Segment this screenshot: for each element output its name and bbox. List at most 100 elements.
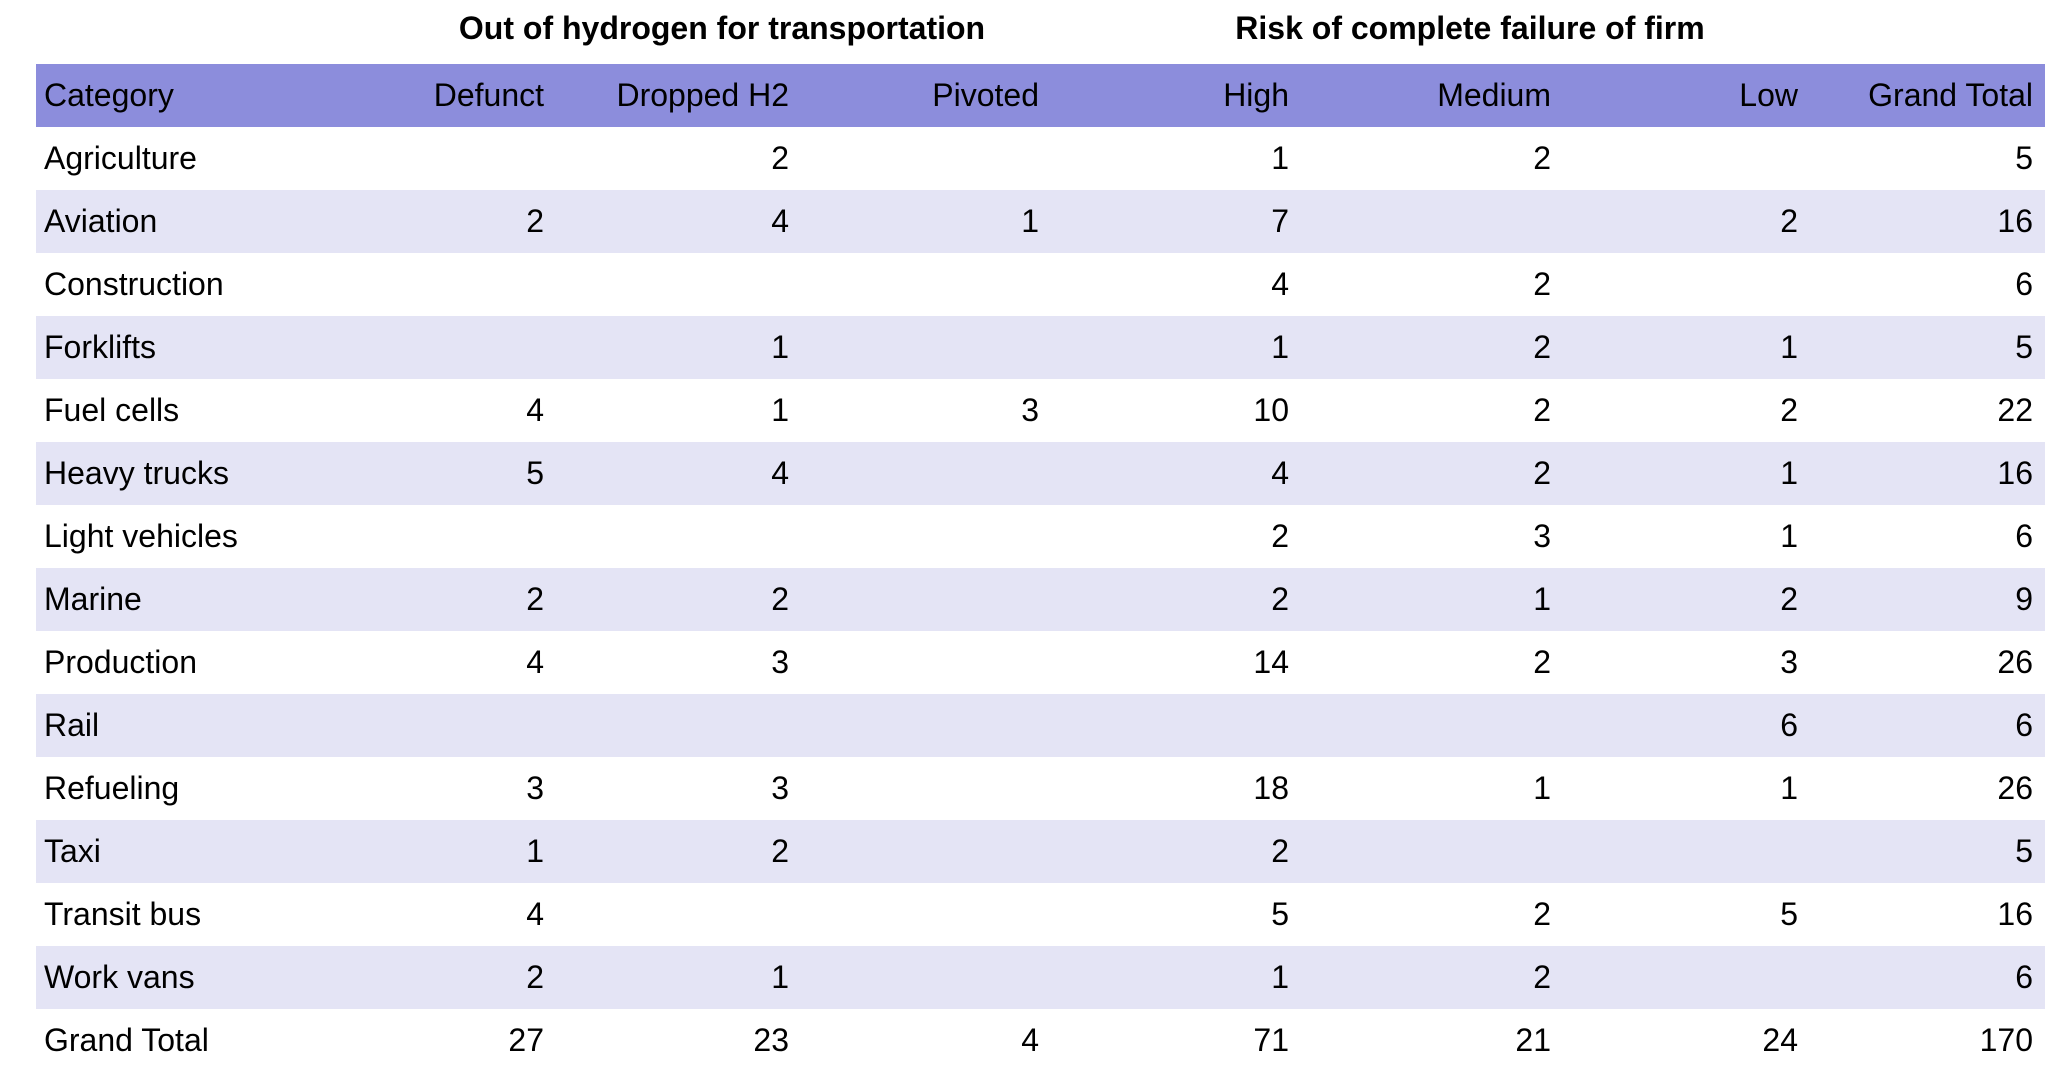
- table-cell: 24: [1762, 1022, 1798, 1058]
- table-cell: 4: [526, 644, 544, 680]
- column-header-category: Category: [44, 77, 174, 113]
- table-cell: 27: [508, 1022, 544, 1058]
- table-cell: [406, 127, 556, 190]
- group-title-risk-of-failure: Risk of complete failure of firm: [1235, 10, 1705, 46]
- table-cell: 1: [526, 833, 544, 869]
- row-label: Taxi: [44, 833, 101, 869]
- table-cell: [406, 253, 556, 316]
- table-row-taxi: Taxi 1 2 2 5: [36, 820, 2045, 883]
- table-row-construction: Construction 4 2 6: [36, 253, 2045, 316]
- table-cell: 2: [771, 581, 789, 617]
- table-cell: 2: [1533, 644, 1551, 680]
- table-cell: 1: [1780, 770, 1798, 806]
- table-cell: 4: [526, 896, 544, 932]
- table-cell: 2: [1533, 959, 1551, 995]
- table-cell: 2: [1533, 392, 1551, 428]
- table-cell: 1: [1533, 770, 1551, 806]
- table-row-fuel-cells: Fuel cells 4 1 3 10 2 2 22: [36, 379, 2045, 442]
- table-row-grand-total: Grand Total 27 23 4 71 21 24 170: [36, 1009, 2045, 1072]
- table-cell: 1: [1533, 581, 1551, 617]
- table-cell: [801, 316, 1051, 379]
- table-cell: 2: [1271, 833, 1289, 869]
- table-cell: 16: [1997, 896, 2033, 932]
- table-cell: [801, 883, 1051, 946]
- table-cell: 9: [2015, 581, 2033, 617]
- table-cell: 5: [2015, 329, 2033, 365]
- table-cell: 1: [1780, 455, 1798, 491]
- table-cell: [801, 127, 1051, 190]
- table-cell: 3: [526, 770, 544, 806]
- table-cell: 1: [771, 959, 789, 995]
- table-cell: [556, 883, 801, 946]
- table-cell: 2: [526, 959, 544, 995]
- table-cell: [1301, 190, 1563, 253]
- table-cell: 16: [1997, 455, 2033, 491]
- table-cell: [801, 946, 1051, 1009]
- table-row-forklifts: Forklifts 1 1 2 1 5: [36, 316, 2045, 379]
- column-header-defunct: Defunct: [433, 77, 544, 113]
- table-row-light-vehicles: Light vehicles 2 3 1 6: [36, 505, 2045, 568]
- row-label: Transit bus: [44, 896, 202, 932]
- table-cell: [556, 694, 801, 757]
- row-label: Construction: [44, 266, 224, 302]
- table-cell: [1051, 694, 1301, 757]
- table-row-marine: Marine 2 2 2 1 2 9: [36, 568, 2045, 631]
- table-cell: [801, 568, 1051, 631]
- table-cell: 1: [1271, 959, 1289, 995]
- table-row-rail: Rail 6 6: [36, 694, 2045, 757]
- table-cell: 6: [1780, 707, 1798, 743]
- table-cell: 2: [771, 833, 789, 869]
- table-cell: 2: [1533, 896, 1551, 932]
- group-title-out-of-hydrogen: Out of hydrogen for transportation: [458, 10, 986, 46]
- table-row-heavy-trucks: Heavy trucks 5 4 4 2 1 16: [36, 442, 2045, 505]
- table-cell: 2: [1271, 581, 1289, 617]
- table-cell: [801, 442, 1051, 505]
- table-cell: [1563, 946, 1810, 1009]
- table-cell: 14: [1253, 644, 1289, 680]
- table-cell: 5: [1780, 896, 1798, 932]
- table-cell: [556, 253, 801, 316]
- row-label: Heavy trucks: [44, 455, 229, 491]
- table-row-agriculture: Agriculture 2 1 2 5: [36, 127, 2045, 190]
- table-cell: 2: [1533, 140, 1551, 176]
- table-cell: [1563, 253, 1810, 316]
- table-cell: [556, 505, 801, 568]
- row-label: Aviation: [44, 203, 158, 239]
- row-label: Marine: [44, 581, 142, 617]
- table-cell: [801, 505, 1051, 568]
- row-label: Production: [44, 644, 197, 680]
- table-cell: [1563, 820, 1810, 883]
- row-label: Grand Total: [44, 1022, 209, 1058]
- table-cell: 18: [1253, 770, 1289, 806]
- table-cell: 6: [2015, 266, 2033, 302]
- table-cell: [406, 505, 556, 568]
- table-cell: 1: [771, 329, 789, 365]
- table-cell: 2: [526, 581, 544, 617]
- table-row-aviation: Aviation 2 4 1 7 2 16: [36, 190, 2045, 253]
- table-cell: 1: [771, 392, 789, 428]
- table-cell: [801, 694, 1051, 757]
- header-row: Category Defunct Dropped H2 Pivoted High…: [36, 64, 2045, 127]
- table-cell: 6: [2015, 518, 2033, 554]
- table-cell: [406, 694, 556, 757]
- column-header-medium: Medium: [1437, 77, 1551, 113]
- table-cell: 4: [1271, 455, 1289, 491]
- column-header-grand-total: Grand Total: [1868, 77, 2033, 113]
- table-cell: 10: [1253, 392, 1289, 428]
- table-cell: 2: [1533, 455, 1551, 491]
- table-cell: [801, 253, 1051, 316]
- table-cell: 23: [753, 1022, 789, 1058]
- table-cell: 2: [1780, 203, 1798, 239]
- row-label: Refueling: [44, 770, 180, 806]
- table-cell: [801, 820, 1051, 883]
- table-cell: [801, 631, 1051, 694]
- table-cell: 5: [526, 455, 544, 491]
- table-cell: 71: [1253, 1022, 1289, 1058]
- table-cell: 5: [2015, 833, 2033, 869]
- table-cell: 6: [2015, 707, 2033, 743]
- column-header-high: High: [1223, 77, 1289, 113]
- table-cell: 4: [771, 203, 789, 239]
- table-cell: 2: [1780, 581, 1798, 617]
- table-cell: 21: [1515, 1022, 1551, 1058]
- table-cell: 26: [1997, 770, 2033, 806]
